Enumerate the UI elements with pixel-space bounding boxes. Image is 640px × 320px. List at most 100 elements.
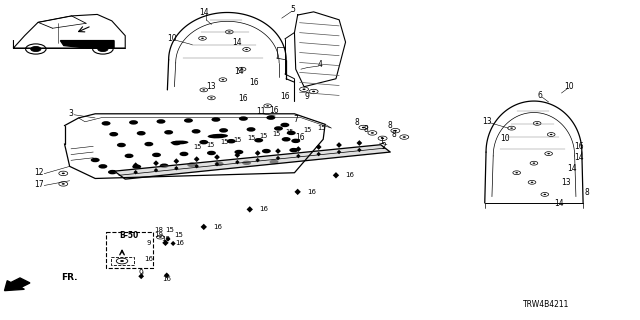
Circle shape bbox=[132, 164, 141, 169]
Circle shape bbox=[108, 170, 117, 174]
Bar bbox=[111, 257, 134, 266]
Circle shape bbox=[214, 162, 223, 166]
Polygon shape bbox=[164, 272, 170, 278]
Polygon shape bbox=[171, 241, 175, 246]
Text: 16: 16 bbox=[280, 92, 290, 101]
Circle shape bbox=[157, 119, 166, 124]
Circle shape bbox=[371, 132, 374, 134]
Circle shape bbox=[202, 89, 205, 91]
Text: 9: 9 bbox=[147, 240, 151, 246]
Text: 15: 15 bbox=[303, 127, 312, 133]
Polygon shape bbox=[294, 189, 301, 195]
Circle shape bbox=[187, 163, 196, 167]
Circle shape bbox=[61, 172, 65, 174]
Circle shape bbox=[172, 141, 180, 145]
Text: 16: 16 bbox=[239, 94, 248, 103]
Text: 15: 15 bbox=[285, 129, 294, 135]
Circle shape bbox=[117, 143, 126, 147]
Text: 15: 15 bbox=[193, 144, 202, 150]
Text: 14: 14 bbox=[568, 164, 577, 173]
Polygon shape bbox=[357, 148, 362, 152]
Text: FR.: FR. bbox=[61, 273, 78, 282]
Circle shape bbox=[234, 150, 243, 154]
Circle shape bbox=[152, 153, 161, 157]
Polygon shape bbox=[133, 170, 138, 174]
Circle shape bbox=[228, 31, 230, 33]
Text: 15: 15 bbox=[166, 227, 174, 233]
Circle shape bbox=[547, 153, 550, 154]
Polygon shape bbox=[333, 172, 339, 179]
Polygon shape bbox=[275, 148, 281, 154]
Text: 13: 13 bbox=[483, 116, 492, 126]
Text: 12: 12 bbox=[35, 168, 44, 177]
Circle shape bbox=[303, 89, 305, 90]
Text: 16: 16 bbox=[145, 256, 154, 262]
Polygon shape bbox=[153, 160, 159, 166]
Circle shape bbox=[403, 136, 406, 138]
Circle shape bbox=[262, 149, 271, 153]
Text: 8: 8 bbox=[355, 118, 360, 127]
Text: 10: 10 bbox=[500, 134, 510, 143]
Polygon shape bbox=[255, 150, 260, 156]
Text: 2: 2 bbox=[381, 142, 386, 151]
Circle shape bbox=[394, 130, 397, 132]
Circle shape bbox=[532, 163, 535, 164]
Text: 16: 16 bbox=[307, 189, 316, 195]
Polygon shape bbox=[215, 162, 220, 166]
Text: 13: 13 bbox=[561, 178, 571, 187]
Circle shape bbox=[242, 161, 251, 165]
Text: 16: 16 bbox=[269, 106, 279, 115]
Circle shape bbox=[510, 127, 513, 129]
Bar bbox=[106, 232, 153, 268]
Circle shape bbox=[266, 105, 269, 107]
Circle shape bbox=[269, 160, 278, 164]
Circle shape bbox=[266, 116, 275, 120]
Circle shape bbox=[160, 164, 169, 168]
Text: 10: 10 bbox=[167, 34, 177, 43]
Circle shape bbox=[536, 123, 538, 124]
Circle shape bbox=[102, 121, 111, 125]
Circle shape bbox=[312, 91, 315, 92]
Circle shape bbox=[362, 127, 365, 128]
Circle shape bbox=[129, 120, 138, 124]
Text: 17: 17 bbox=[34, 180, 44, 189]
Text: 15: 15 bbox=[220, 139, 228, 145]
Circle shape bbox=[531, 182, 533, 183]
Circle shape bbox=[381, 138, 384, 139]
Circle shape bbox=[287, 131, 296, 135]
Circle shape bbox=[210, 97, 212, 99]
Circle shape bbox=[254, 138, 263, 142]
Circle shape bbox=[145, 142, 154, 146]
Text: 19: 19 bbox=[161, 236, 170, 242]
Circle shape bbox=[31, 46, 41, 52]
Circle shape bbox=[109, 132, 118, 136]
Circle shape bbox=[98, 46, 108, 52]
Polygon shape bbox=[195, 164, 199, 168]
Text: 15: 15 bbox=[260, 133, 268, 139]
Text: 16: 16 bbox=[295, 132, 305, 141]
Text: 8: 8 bbox=[392, 130, 396, 139]
Text: 1: 1 bbox=[380, 137, 384, 146]
Text: 16: 16 bbox=[346, 172, 355, 178]
Circle shape bbox=[515, 172, 518, 173]
Circle shape bbox=[280, 123, 289, 127]
Circle shape bbox=[246, 127, 255, 132]
Circle shape bbox=[159, 236, 162, 238]
Polygon shape bbox=[200, 224, 207, 230]
Text: 14: 14 bbox=[555, 199, 564, 208]
Polygon shape bbox=[255, 158, 260, 162]
Circle shape bbox=[227, 139, 236, 143]
Text: 14: 14 bbox=[232, 38, 242, 47]
Text: 16: 16 bbox=[175, 240, 184, 246]
Text: 8: 8 bbox=[584, 188, 589, 197]
Polygon shape bbox=[336, 142, 342, 148]
Polygon shape bbox=[316, 152, 321, 156]
Circle shape bbox=[191, 129, 200, 133]
Circle shape bbox=[91, 158, 100, 162]
Circle shape bbox=[241, 68, 243, 70]
Polygon shape bbox=[132, 256, 138, 262]
Circle shape bbox=[291, 139, 300, 143]
Text: 8: 8 bbox=[388, 121, 392, 131]
Text: 14: 14 bbox=[234, 67, 244, 76]
Text: 5: 5 bbox=[291, 5, 296, 14]
